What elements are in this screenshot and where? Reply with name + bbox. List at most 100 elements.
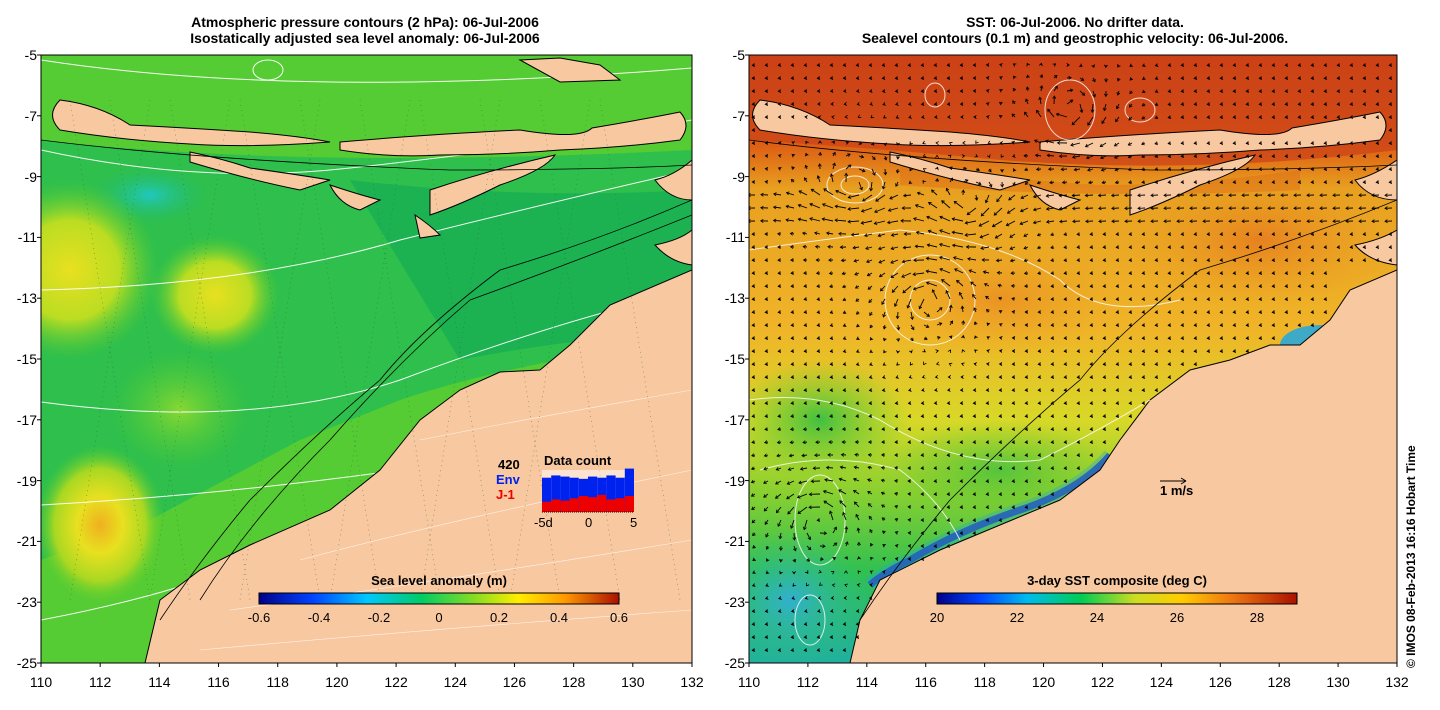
velocity-vector-head xyxy=(985,76,990,80)
velocity-vector-head xyxy=(791,166,795,170)
velocity-vector-head xyxy=(1128,401,1133,405)
velocity-vector-head xyxy=(1232,154,1237,158)
velocity-vector-head xyxy=(764,323,769,327)
velocity-vector-head xyxy=(790,375,795,379)
velocity-vector-head xyxy=(821,203,826,207)
velocity-vector-head xyxy=(920,414,925,418)
velocity-vector-head xyxy=(1180,63,1185,67)
env-count-bar xyxy=(542,477,552,512)
velocity-vector-head xyxy=(877,233,882,238)
velocity-vector-head xyxy=(1063,258,1067,263)
velocity-vector-head xyxy=(1011,349,1016,353)
velocity-vector-head xyxy=(933,505,938,509)
velocity-vector-head xyxy=(1219,284,1224,288)
velocity-vector-head xyxy=(1310,232,1315,236)
velocity-vector xyxy=(995,246,1003,250)
velocity-vector-head xyxy=(860,208,865,213)
velocity-vector-head xyxy=(790,258,794,262)
velocity-vector-head xyxy=(751,596,756,600)
velocity-vector-head xyxy=(887,208,892,212)
inset-env-label: Env xyxy=(496,472,520,487)
velocity-vector-head xyxy=(890,274,895,278)
right-lon-tick-label: 120 xyxy=(1031,674,1056,690)
velocity-vector-head xyxy=(1206,141,1211,145)
velocity-vector-head xyxy=(1310,76,1315,80)
velocity-vector-head xyxy=(959,89,964,93)
right-lat-tick-label: -13 xyxy=(724,290,745,307)
velocity-vector-head xyxy=(1375,141,1380,145)
velocity-vector-head xyxy=(1058,206,1063,211)
velocity-vector-head xyxy=(1024,375,1029,379)
velocity-vector-head xyxy=(1010,271,1014,276)
velocity-vector-head xyxy=(1258,154,1263,158)
velocity-vector-head xyxy=(751,506,755,511)
velocity-vector-head xyxy=(1167,336,1172,340)
velocity-vector-head xyxy=(963,166,968,171)
velocity-vector-head xyxy=(895,183,899,187)
velocity-vector-head xyxy=(847,219,851,224)
velocity-vector xyxy=(830,174,834,183)
velocity-vector-head xyxy=(1063,297,1068,301)
velocity-vector-head xyxy=(1049,180,1053,185)
velocity-vector-head xyxy=(1115,310,1120,314)
velocity-vector-head xyxy=(1297,310,1302,314)
velocity-vector-head xyxy=(804,115,808,119)
velocity-vector-head xyxy=(842,609,847,613)
velocity-vector-head xyxy=(974,335,978,340)
inset-x-label-start: -5d xyxy=(534,515,553,530)
velocity-vector-head xyxy=(1258,141,1263,145)
velocity-vector-head xyxy=(1084,193,1089,198)
velocity-vector-head xyxy=(751,141,756,145)
velocity-vector-head xyxy=(881,517,886,521)
velocity-vector-head xyxy=(918,305,923,310)
velocity-vector-head xyxy=(972,440,977,444)
velocity-vector-head xyxy=(777,427,781,432)
velocity-vector-head xyxy=(920,492,924,496)
velocity-vector xyxy=(996,194,1003,202)
velocity-vector-head xyxy=(816,375,821,379)
velocity-vector-head xyxy=(789,440,794,445)
velocity-vector-head xyxy=(1206,89,1211,93)
velocity-vector-head xyxy=(823,531,828,536)
velocity-vector-head xyxy=(935,349,939,354)
velocity-vector-head xyxy=(959,505,964,509)
velocity-vector-head xyxy=(803,388,808,392)
velocity-vector xyxy=(1116,103,1120,109)
velocity-vector-head xyxy=(1037,466,1042,470)
velocity-vector-head xyxy=(965,244,970,249)
velocity-vector-head xyxy=(1089,297,1094,301)
velocity-vector-head xyxy=(1141,232,1146,236)
velocity-vector xyxy=(1035,154,1042,157)
velocity-vector-head xyxy=(896,338,901,342)
velocity-vector-head xyxy=(1009,258,1014,263)
velocity-vector-head xyxy=(1336,245,1341,249)
velocity-vector-head xyxy=(790,76,795,80)
velocity-vector-head xyxy=(986,115,990,119)
right-lat-tick-label: -5 xyxy=(732,47,745,63)
velocity-vector-head xyxy=(920,557,925,561)
velocity-vector-head xyxy=(1323,141,1328,145)
velocity-vector-head xyxy=(828,440,832,444)
velocity-vector-head xyxy=(832,162,836,167)
velocity-vector-head xyxy=(1150,193,1154,198)
velocity-vector-head xyxy=(1154,310,1159,314)
velocity-vector-head xyxy=(1167,89,1172,94)
right-lon-tick-label: 126 xyxy=(1208,674,1232,690)
velocity-vector-head xyxy=(858,141,863,145)
velocity-vector-head xyxy=(751,622,756,626)
velocity-vector-head xyxy=(1245,323,1250,327)
velocity-vector-head xyxy=(1063,232,1067,237)
velocity-vector xyxy=(838,489,847,495)
velocity-vector-head xyxy=(816,518,821,522)
velocity-vector-head xyxy=(1102,271,1107,275)
velocity-vector-head xyxy=(985,453,990,457)
velocity-vector xyxy=(817,175,821,183)
velocity-vector-head xyxy=(998,362,1003,366)
velocity-vector-head xyxy=(842,622,847,626)
velocity-vector-head xyxy=(1137,193,1141,198)
velocity-vector-head xyxy=(822,544,826,549)
velocity-vector-head xyxy=(1127,142,1132,146)
velocity-vector-head xyxy=(828,271,833,276)
velocity-vector-head xyxy=(1280,193,1284,198)
velocity-vector xyxy=(1072,207,1081,210)
